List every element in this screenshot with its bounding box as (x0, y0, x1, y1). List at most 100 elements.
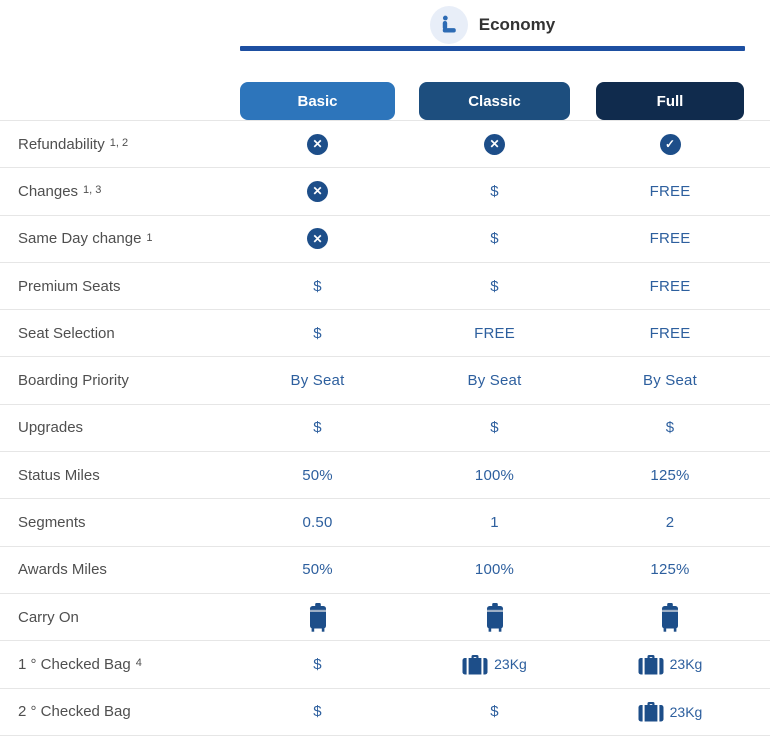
fare-cell: $ (240, 405, 395, 451)
row-label: Refundability 1, 2 (18, 135, 129, 153)
cabin-title: Economy (478, 15, 556, 34)
fare-cell-value: $ (313, 703, 322, 721)
checked-bag-icon (462, 654, 488, 675)
fare-cell: 50% (240, 547, 395, 593)
fare-cell-value: By Seat (290, 372, 345, 390)
fare-cell-value: 50% (302, 561, 333, 579)
fare-cell: By Seat (419, 357, 570, 403)
bag-weight-label: 23Kg (669, 656, 703, 673)
table-row: Changes 1, 3 ✕ $ FREE (0, 168, 770, 216)
row-label-text: Premium Seats (18, 277, 121, 295)
economy-seat-icon (429, 6, 468, 44)
checked-bag-icon (638, 654, 664, 675)
row-label-text: Awards Miles (18, 561, 107, 579)
table-row: Awards Miles 50% 100% 125% (0, 547, 770, 594)
fare-cell (419, 594, 570, 640)
fare-cell: 0.50 (240, 499, 395, 545)
fare-cell-value: $ (490, 182, 499, 200)
fare-cell: $ (419, 168, 570, 214)
table-row: Premium Seats $ $ FREE (0, 263, 770, 311)
seat-icon-glyph (442, 15, 456, 33)
table-row: Segments 0.50 1 2 (0, 499, 770, 547)
fare-cell-value: 0.50 (302, 514, 333, 532)
fare-cell: 23Kg (596, 641, 744, 687)
row-label-text: Seat Selection (18, 324, 115, 342)
fare-cell: By Seat (596, 357, 744, 403)
fare-cell-value: 1 (490, 514, 499, 532)
row-label: Same Day change 1 (18, 230, 153, 248)
fare-cell-value: $ (313, 277, 322, 295)
table-row: Upgrades $ $ $ (0, 405, 770, 453)
row-label: Boarding Priority (18, 357, 129, 403)
fare-table: Refundability 1, 2 ✕ ✕ ✓ Changes 1, 3 ✕ $ FREE Sam… (0, 120, 770, 736)
row-label: 1 ° Checked Bag 4 (18, 655, 142, 673)
fare-cell: $ (419, 689, 570, 735)
row-label-text: Same Day change (18, 230, 142, 248)
table-row: Same Day change 1 ✕ $ FREE (0, 216, 770, 263)
fare-cell-value: 125% (650, 466, 690, 484)
check-circle-icon: ✓ (659, 133, 681, 155)
fare-cell (240, 594, 395, 640)
row-label: Carry On (18, 594, 79, 640)
fare-cell-value: FREE (649, 277, 691, 295)
fare-cell-value: $ (490, 703, 499, 721)
row-label: Upgrades (18, 405, 83, 451)
fare-cell: By Seat (240, 357, 395, 403)
fare-cell-value: 100% (474, 561, 515, 579)
fare-cell-value: 100% (474, 466, 515, 484)
table-row: 1 ° Checked Bag 4 $ 23Kg 23Kg (0, 641, 770, 689)
cabin-accent-line (240, 46, 745, 51)
fare-cell: FREE (596, 263, 744, 309)
row-label: Awards Miles (18, 547, 107, 593)
row-label-text: Status Miles (18, 466, 100, 484)
row-label-text: Segments (18, 514, 86, 532)
fare-cell: ✕ (240, 216, 395, 262)
row-label: 2 ° Checked Bag (18, 689, 131, 735)
fare-cell-value: By Seat (643, 372, 697, 390)
fare-cell: 100% (419, 547, 570, 593)
row-label-text: Upgrades (18, 419, 84, 437)
fare-cell-value: 125% (650, 561, 690, 579)
row-label-text: Refundability (18, 135, 105, 153)
row-label: Changes 1, 3 (18, 182, 102, 200)
fare-cell-value: $ (313, 324, 322, 342)
fare-cell: 2 (596, 499, 744, 545)
fare-cell: FREE (596, 168, 744, 214)
row-label-text: 1 ° Checked Bag (18, 655, 131, 673)
fare-cell-value: FREE (474, 324, 515, 342)
fare-cell: $ (419, 216, 570, 262)
table-row: 2 ° Checked Bag $ $ 23Kg (0, 689, 770, 736)
fare-column-button-basic[interactable]: Basic (240, 82, 395, 120)
fare-column-button-classic[interactable]: Classic (419, 82, 570, 120)
row-label-text: 2 ° Checked Bag (18, 703, 131, 721)
fare-cell: 125% (596, 547, 744, 593)
fare-cell: $ (240, 641, 395, 687)
row-label: Seat Selection (18, 310, 115, 356)
table-row: Boarding Priority By Seat By Seat By Seat (0, 357, 770, 405)
fare-cell: ✓ (596, 121, 744, 167)
fare-cell: FREE (596, 216, 744, 262)
fare-cell (596, 594, 744, 640)
carry-on-bag-icon (486, 602, 503, 632)
fare-cell-value: $ (490, 230, 499, 248)
fare-cell: 23Kg (419, 641, 570, 687)
table-row: Status Miles 50% 100% 125% (0, 452, 770, 500)
fare-cell-value: 2 (665, 514, 675, 532)
row-label-text: Changes (18, 182, 79, 200)
fare-cell: FREE (419, 310, 570, 356)
fare-cell: 100% (419, 452, 570, 498)
fare-column-button-full[interactable]: Full (596, 82, 744, 120)
cross-circle-icon: ✕ (307, 228, 328, 250)
fare-cell: FREE (596, 310, 744, 356)
fare-cell-value: FREE (649, 324, 691, 342)
fare-cell-value: $ (490, 419, 499, 437)
economy-tab[interactable]: Economy (240, 4, 745, 46)
fare-cell-value: $ (313, 655, 322, 673)
fare-cell: ✕ (240, 121, 395, 167)
fare-cell: $ (419, 405, 570, 451)
fare-cell: $ (240, 310, 395, 356)
fare-cell-value: $ (490, 277, 499, 295)
fare-cell: ✕ (419, 121, 570, 167)
fare-cell-value: $ (313, 419, 322, 437)
